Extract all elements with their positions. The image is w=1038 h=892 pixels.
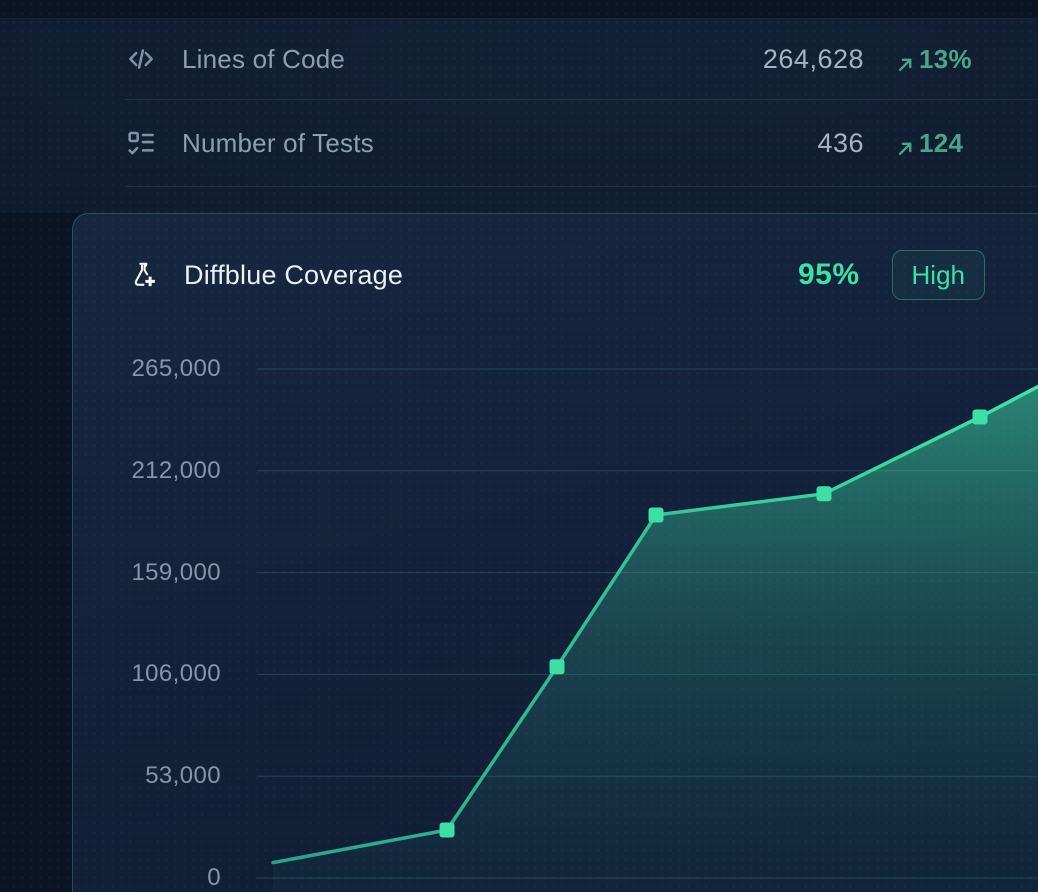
data-point-marker xyxy=(549,659,565,675)
data-point-marker xyxy=(648,507,664,523)
stat-delta: 124 xyxy=(896,128,978,159)
stat-delta-value: 13% xyxy=(919,43,972,74)
trend-up-icon xyxy=(896,134,915,155)
data-point-marker xyxy=(439,822,455,838)
stat-delta-value: 124 xyxy=(919,127,964,158)
y-axis-tick-label: 212,000 xyxy=(131,456,221,484)
code-icon xyxy=(125,43,157,75)
data-point-marker xyxy=(972,409,988,425)
y-axis-tick-label: 0 xyxy=(207,864,221,891)
stat-value: 264,628 xyxy=(762,43,864,74)
flask-plus-icon xyxy=(129,260,159,290)
stat-value: 436 xyxy=(817,127,864,158)
coverage-chart xyxy=(257,368,1038,892)
y-axis-tick-label: 159,000 xyxy=(131,558,221,586)
y-axis-tick-label: 53,000 xyxy=(145,762,221,790)
data-point-marker xyxy=(816,486,832,502)
row-divider xyxy=(125,99,1038,100)
coverage-percent: 95% xyxy=(797,258,860,291)
y-axis-tick-label: 106,000 xyxy=(131,660,221,688)
stat-row-lines-of-code[interactable]: Lines of Code 264,628 13% xyxy=(0,19,1038,99)
stats-panel: Lines of Code 264,628 13% Number of Test… xyxy=(0,18,1038,213)
stat-row-number-of-tests[interactable]: Number of Tests 436 124 xyxy=(0,100,1038,186)
y-axis-tick-label: 265,000 xyxy=(131,355,221,382)
coverage-card-header: Diffblue Coverage 95% High xyxy=(73,248,1038,302)
checklist-icon xyxy=(125,127,157,159)
coverage-card: 265,000 212,000 159,000 106,000 53,000 0 Diff… xyxy=(72,213,1038,892)
trend-up-icon xyxy=(896,50,915,71)
y-axis: 265,000 212,000 159,000 106,000 53,000 0 xyxy=(73,214,221,892)
coverage-badge[interactable]: High xyxy=(891,250,985,300)
stat-label: Lines of Code xyxy=(182,43,346,74)
chart-area-fill xyxy=(273,386,1038,892)
stat-delta: 13% xyxy=(896,44,978,75)
stat-label: Number of Tests xyxy=(182,127,374,158)
coverage-chart-area: 265,000 212,000 159,000 106,000 53,000 0 xyxy=(73,214,1038,892)
card-title: Diffblue Coverage xyxy=(184,259,404,290)
row-divider xyxy=(125,186,1038,187)
chart-markers xyxy=(439,409,988,838)
